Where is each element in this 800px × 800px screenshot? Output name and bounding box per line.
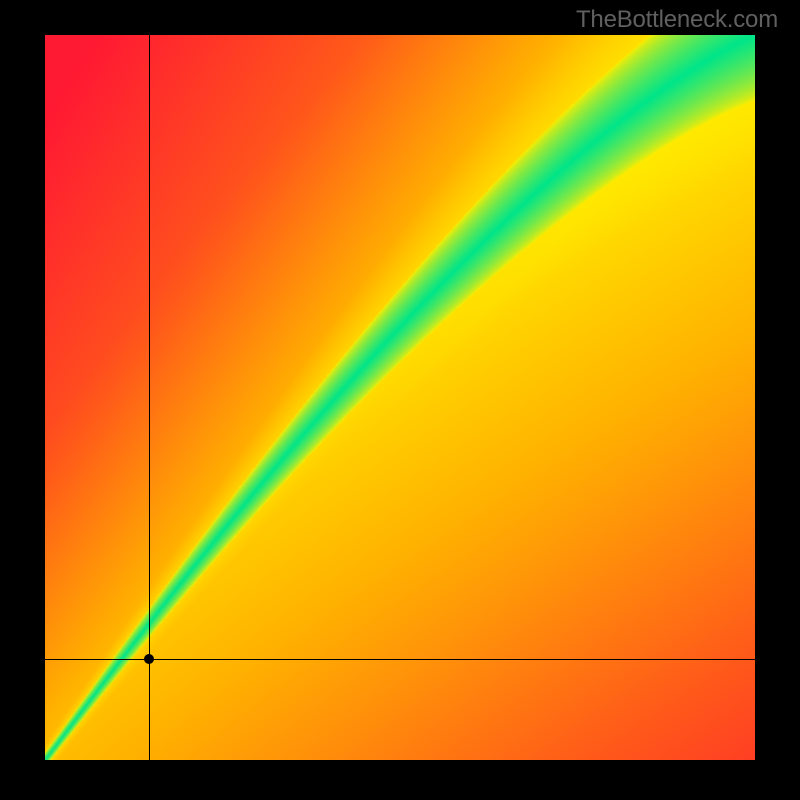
heatmap-canvas (45, 35, 755, 760)
heatmap-plot (45, 35, 755, 760)
watermark-text: TheBottleneck.com (576, 6, 778, 34)
crosshair-vertical (149, 35, 150, 760)
